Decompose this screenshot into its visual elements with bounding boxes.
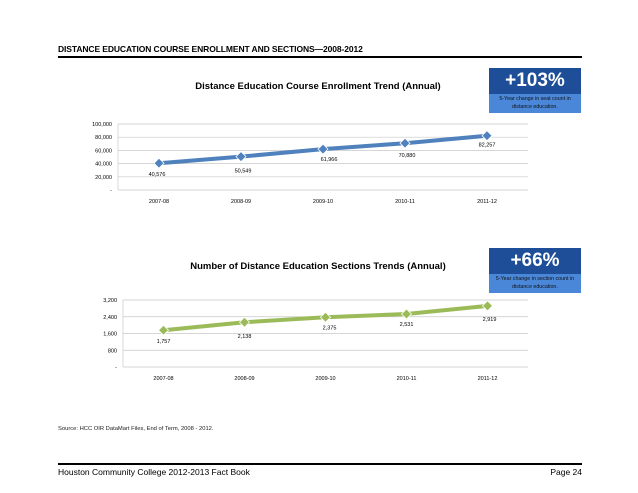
- enrollment-change-caption: 5-Year change in seat count in distance …: [489, 94, 581, 113]
- sections-point: [157, 324, 170, 336]
- sections-change-badge: +66% 5-Year change in section count in d…: [489, 248, 581, 293]
- enrollment-y-tick-label: 100,000: [92, 122, 112, 128]
- enrollment-data-label: 70,880: [399, 153, 416, 159]
- enrollment-y-tick-label: 80,000: [95, 135, 112, 141]
- enrollment-x-tick-label: 2009-10: [313, 199, 333, 205]
- enrollment-point: [153, 157, 165, 169]
- sections-point: [400, 308, 413, 320]
- enrollment-x-tick-label: 2010-11: [395, 199, 415, 205]
- sections-y-tick-label: 3,200: [103, 298, 117, 304]
- enrollment-x-tick-label: 2007-08: [149, 199, 169, 205]
- sections-title: Number of Distance Education Sections Tr…: [190, 261, 445, 272]
- sections-y-tick-label: 1,600: [103, 332, 117, 338]
- sections-x-tick-label: 2010-11: [397, 376, 417, 382]
- sections-point: [238, 316, 251, 328]
- enrollment-data-label: 82,257: [479, 143, 496, 149]
- sections-y-tick-label: -: [115, 365, 117, 371]
- sections-point: [481, 300, 494, 312]
- enrollment-point: [235, 151, 247, 163]
- source-note: Source: HCC OIR DataMart Files, End of T…: [58, 426, 214, 432]
- sections-x-tick-label: 2007-08: [153, 376, 173, 382]
- page-title: DISTANCE EDUCATION COURSE ENROLLMENT AND…: [58, 44, 363, 54]
- sections-data-label: 2,138: [238, 334, 252, 340]
- sections-x-tick-label: 2008-09: [234, 376, 254, 382]
- footer-rule: [58, 463, 582, 465]
- header-rule: [58, 56, 582, 58]
- sections-y-tick-label: 800: [108, 348, 117, 354]
- sections-data-label: 1,757: [157, 339, 171, 345]
- enrollment-point: [399, 137, 411, 149]
- enrollment-change-value: +103%: [489, 68, 581, 94]
- enrollment-y-tick-label: 40,000: [95, 162, 112, 168]
- enrollment-x-tick-label: 2011-12: [477, 199, 497, 205]
- enrollment-trend-chart: Distance Education Course Enrollment Tre…: [92, 81, 528, 205]
- enrollment-data-label: 40,576: [149, 172, 166, 178]
- sections-change-value: +66%: [489, 248, 581, 274]
- sections-data-label: 2,531: [400, 322, 414, 328]
- enrollment-x-tick-label: 2008-09: [231, 199, 251, 205]
- enrollment-y-tick-label: 60,000: [95, 148, 112, 154]
- sections-trend-chart: Number of Distance Education Sections Tr…: [103, 261, 528, 382]
- enrollment-point: [481, 130, 493, 142]
- enrollment-title: Distance Education Course Enrollment Tre…: [195, 81, 440, 92]
- enrollment-data-label: 61,966: [321, 157, 338, 163]
- sections-x-tick-label: 2011-12: [478, 376, 498, 382]
- footer-page-number: Page 24: [550, 467, 582, 477]
- enrollment-y-tick-label: -: [110, 188, 112, 194]
- sections-data-label: 2,919: [483, 317, 497, 323]
- sections-x-tick-label: 2009-10: [315, 376, 335, 382]
- enrollment-change-badge: +103% 5-Year change in seat count in dis…: [489, 68, 581, 113]
- sections-data-label: 2,375: [323, 325, 337, 331]
- sections-point: [319, 311, 332, 323]
- footer-publication: Houston Community College 2012-2013 Fact…: [58, 467, 250, 477]
- enrollment-point: [317, 143, 329, 155]
- enrollment-y-tick-label: 20,000: [95, 175, 112, 181]
- sections-y-tick-label: 2,400: [103, 315, 117, 321]
- sections-change-caption: 5-Year change in section count in distan…: [489, 274, 581, 293]
- enrollment-data-label: 50,549: [235, 169, 252, 175]
